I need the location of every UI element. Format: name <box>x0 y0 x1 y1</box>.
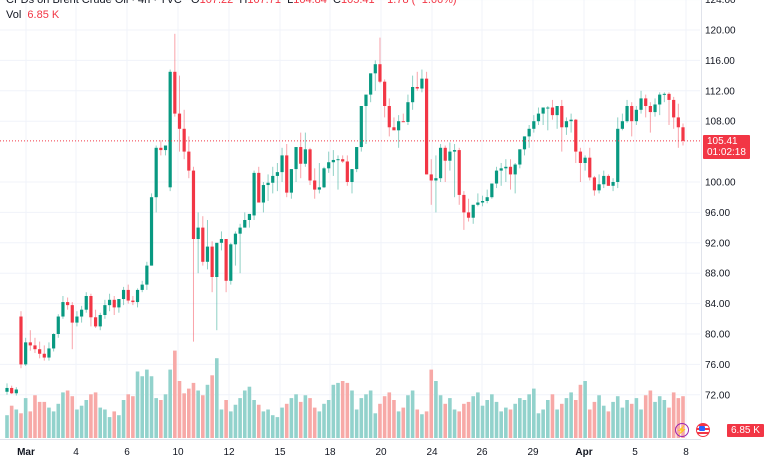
low-value: 104.84 <box>293 0 327 6</box>
change-value: −1.78 (−1.66%) <box>380 0 457 6</box>
date-tick: 8 <box>683 447 689 458</box>
date-tick: 6 <box>124 447 130 458</box>
date-tick: Mar <box>17 447 35 458</box>
price-tick: 116.00 <box>705 56 735 67</box>
volume-bars <box>5 350 685 438</box>
price-tick: 72.00 <box>705 390 730 401</box>
price-tick: 124.00 <box>705 0 736 6</box>
price-tick: 120.00 <box>705 26 736 37</box>
time-axis[interactable]: Mar 4 6 10 12 15 18 20 24 26 29 Apr 5 8 <box>17 447 689 458</box>
high-value: 107.71 <box>247 0 281 6</box>
volume-row: Vol 6.85 K <box>6 9 457 22</box>
open-value: 107.22 <box>199 0 234 6</box>
ohlc-row: CFDs on Brent Crude Oil · 4h · TVC O107.… <box>6 0 457 7</box>
last-price-value: 105.41 <box>707 136 738 147</box>
price-tick: 80.00 <box>705 330 730 341</box>
price-tick: 84.00 <box>705 299 730 310</box>
date-tick: 18 <box>324 447 336 458</box>
price-tick: 100.00 <box>705 178 736 189</box>
price-axis[interactable]: 124.00 120.00 116.00 112.00 108.00 100.00 96.0… <box>705 0 736 401</box>
date-tick: 20 <box>375 447 387 458</box>
last-price-tag: 105.41 01:02:18 <box>703 135 750 159</box>
us-flag-icon[interactable] <box>696 423 710 437</box>
date-tick: 5 <box>632 447 638 458</box>
candles <box>5 33 685 396</box>
chart-grid <box>0 0 700 439</box>
close-value: 105.41 <box>340 0 375 6</box>
legend: CFDs on Brent Crude Oil · 4h · TVC O107.… <box>6 0 457 22</box>
volume-tag: 6.85 K <box>727 424 764 437</box>
vol-label: Vol <box>6 9 22 21</box>
vol-value: 6.85 K <box>27 9 60 21</box>
price-tick: 96.00 <box>705 208 730 219</box>
symbol-title[interactable]: CFDs on Brent Crude Oil · 4h · TVC <box>6 0 182 6</box>
date-tick: 12 <box>223 447 235 458</box>
date-tick: 15 <box>274 447 286 458</box>
date-tick: 10 <box>172 447 184 458</box>
lightning-icon[interactable]: ⚡ <box>675 423 689 437</box>
date-tick: 4 <box>73 447 79 458</box>
price-tick: 88.00 <box>705 269 730 280</box>
price-tick: 92.00 <box>705 238 730 249</box>
date-tick: 26 <box>476 447 488 458</box>
date-tick: 24 <box>426 447 438 458</box>
date-tick: Apr <box>575 447 592 458</box>
bar-countdown: 01:02:18 <box>707 147 746 158</box>
date-tick: 29 <box>527 447 539 458</box>
price-tick: 76.00 <box>705 360 730 371</box>
price-tick: 112.00 <box>705 86 735 97</box>
price-tick: 108.00 <box>705 117 736 128</box>
